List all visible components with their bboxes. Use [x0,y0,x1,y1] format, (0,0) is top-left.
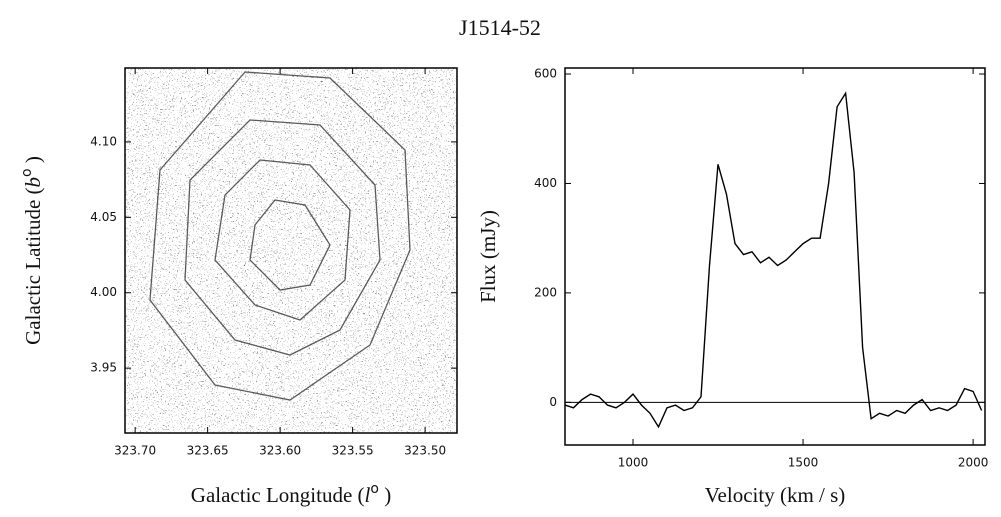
plot-frame [124,67,458,434]
y-tick-label: 4.10 [90,134,117,148]
y-tick-label: 200 [534,285,557,299]
x-tick-label: 2000 [958,456,989,470]
y-tick-label: 4.00 [90,285,117,299]
x-tick-label: 323.55 [332,444,374,458]
y-tick-label: 3.95 [90,361,117,375]
axis-label-part: ) [379,483,391,507]
axis-label: Velocity (km / s) [705,483,846,507]
plot-frame [564,67,986,446]
axis-label: Galactic Latitude (bo ) [19,156,45,345]
x-tick-label: 323.70 [114,444,156,458]
y-tick-label: 600 [534,67,557,81]
axis-label-part: l [365,483,371,507]
y-tick-label: 4.05 [90,210,117,224]
contour [249,199,331,291]
axis-label-part: b [21,177,45,188]
contours [149,71,411,401]
sky-image [125,68,457,433]
figure-title: J1514-52 [459,15,541,40]
x-tick-label: 323.65 [187,444,229,458]
contour [214,159,351,321]
contour [184,119,381,356]
y-tick-label: 0 [549,395,557,409]
axis-label: Galactic Longitude (lo ) [191,481,391,507]
axis-label-part: Galactic Longitude ( [191,483,365,507]
axis-label-part: Galactic Latitude ( [21,187,45,344]
y-tick-label: 400 [534,176,557,190]
spectrum-line [564,91,983,429]
x-tick-label: 1500 [788,456,819,470]
contour [149,71,411,401]
axis-label-part: o [370,481,379,497]
x-tick-label: 1000 [618,456,649,470]
axis-label: Flux (mJy) [476,210,500,303]
axis-label-part: ) [21,156,45,168]
x-tick-label: 323.50 [404,444,446,458]
x-tick-label: 323.60 [259,444,301,458]
axis-label-part: o [19,168,35,177]
